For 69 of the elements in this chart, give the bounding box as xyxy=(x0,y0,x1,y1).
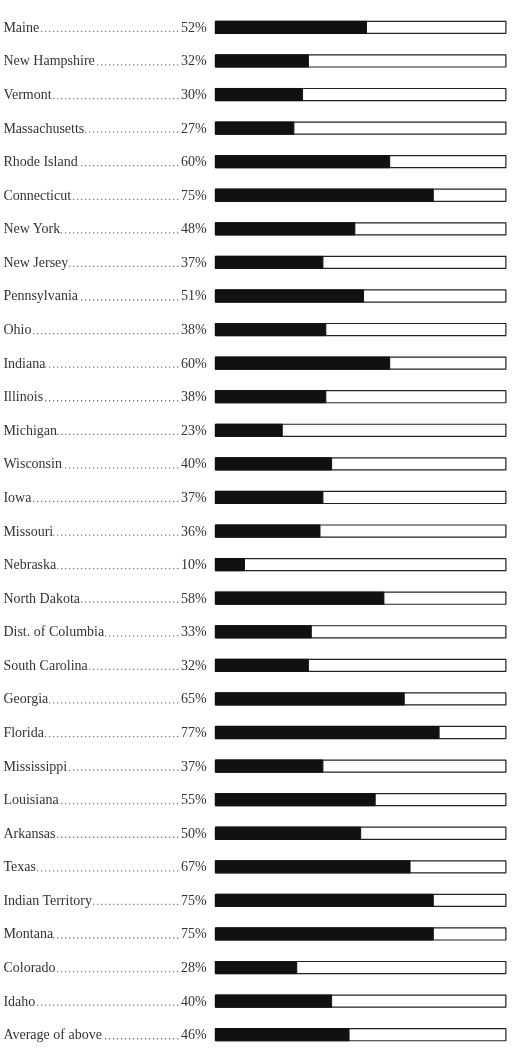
y-tick-label: Montana xyxy=(3,926,54,942)
y-tick-label: New York xyxy=(3,221,61,237)
data-label: 60% xyxy=(181,154,208,170)
data-label: 30% xyxy=(181,87,208,103)
bar xyxy=(214,423,283,437)
y-tick-label: Florida xyxy=(3,725,45,741)
data-label: 37% xyxy=(181,758,208,774)
bar xyxy=(214,558,245,572)
y-tick-label: South Carolina xyxy=(3,657,89,673)
data-label: 27% xyxy=(181,120,208,136)
bar xyxy=(214,87,304,102)
data-label: 40% xyxy=(181,993,208,1009)
y-tick-label: Missouri xyxy=(3,523,54,539)
bar xyxy=(214,961,298,975)
y-tick-label: Indian Territory xyxy=(3,892,92,908)
y-tick-label: Average of above xyxy=(3,1027,102,1043)
y-tick-label: Rhode Island xyxy=(3,154,78,170)
data-label: 33% xyxy=(181,624,208,640)
data-label: 32% xyxy=(181,657,208,673)
y-tick-label: Wisconsin xyxy=(3,456,62,472)
data-label: 37% xyxy=(181,254,208,270)
data-label: 50% xyxy=(181,825,208,841)
data-label: 40% xyxy=(181,456,208,472)
data-label: 38% xyxy=(181,389,208,405)
data-label: 48% xyxy=(181,221,208,237)
data-label: 51% xyxy=(181,288,208,304)
y-tick-label: Nebraska xyxy=(3,557,58,573)
data-label: 67% xyxy=(181,859,208,875)
y-tick-label: Pennsylvania xyxy=(3,288,79,304)
data-label: 28% xyxy=(181,960,208,976)
data-label: 75% xyxy=(181,926,208,942)
y-tick-label: New Jersey xyxy=(3,254,69,270)
y-tick-label: New Hampshire xyxy=(3,53,95,69)
y-tick-label: Vermont xyxy=(3,87,52,103)
y-tick-label: Illinois xyxy=(3,389,44,405)
data-label: 38% xyxy=(181,322,208,338)
data-label: 75% xyxy=(181,892,208,908)
y-tick-label: Michigan xyxy=(3,422,58,438)
y-tick-label: Maine xyxy=(3,19,40,35)
y-tick-label: Texas xyxy=(3,859,36,875)
y-tick-label: Arkansas xyxy=(3,825,56,841)
y-tick-label: Ohio xyxy=(3,322,32,338)
y-tick-label: Indiana xyxy=(3,355,47,371)
data-label: 75% xyxy=(181,187,208,203)
y-tick-label: Massachusetts xyxy=(3,120,85,136)
data-label: 36% xyxy=(181,523,208,539)
y-tick-label: Idaho xyxy=(3,993,36,1009)
y-tick-label: Mississippi xyxy=(3,758,68,774)
y-tick-label: Connecticut xyxy=(3,187,72,203)
bar xyxy=(214,54,309,68)
y-tick-label: North Dakota xyxy=(3,590,81,606)
y-tick-label: Georgia xyxy=(3,691,50,707)
bar xyxy=(214,658,309,672)
data-label: 60% xyxy=(181,355,208,371)
data-label: 37% xyxy=(181,489,208,505)
data-label: 65% xyxy=(181,691,208,707)
data-label: 52% xyxy=(181,19,208,35)
data-label: 77% xyxy=(181,725,208,741)
y-tick-label: Dist. of Columbia xyxy=(3,624,105,640)
y-tick-label: Colorado xyxy=(3,960,56,976)
data-label: 23% xyxy=(181,422,208,438)
data-label: 10% xyxy=(181,557,208,573)
y-tick-label: Iowa xyxy=(3,489,33,505)
data-label: 46% xyxy=(181,1027,208,1043)
data-label: 32% xyxy=(181,53,208,69)
data-label: 58% xyxy=(181,590,208,606)
bar xyxy=(214,121,295,135)
y-tick-label: Louisiana xyxy=(3,792,60,808)
data-label: 55% xyxy=(181,792,208,808)
